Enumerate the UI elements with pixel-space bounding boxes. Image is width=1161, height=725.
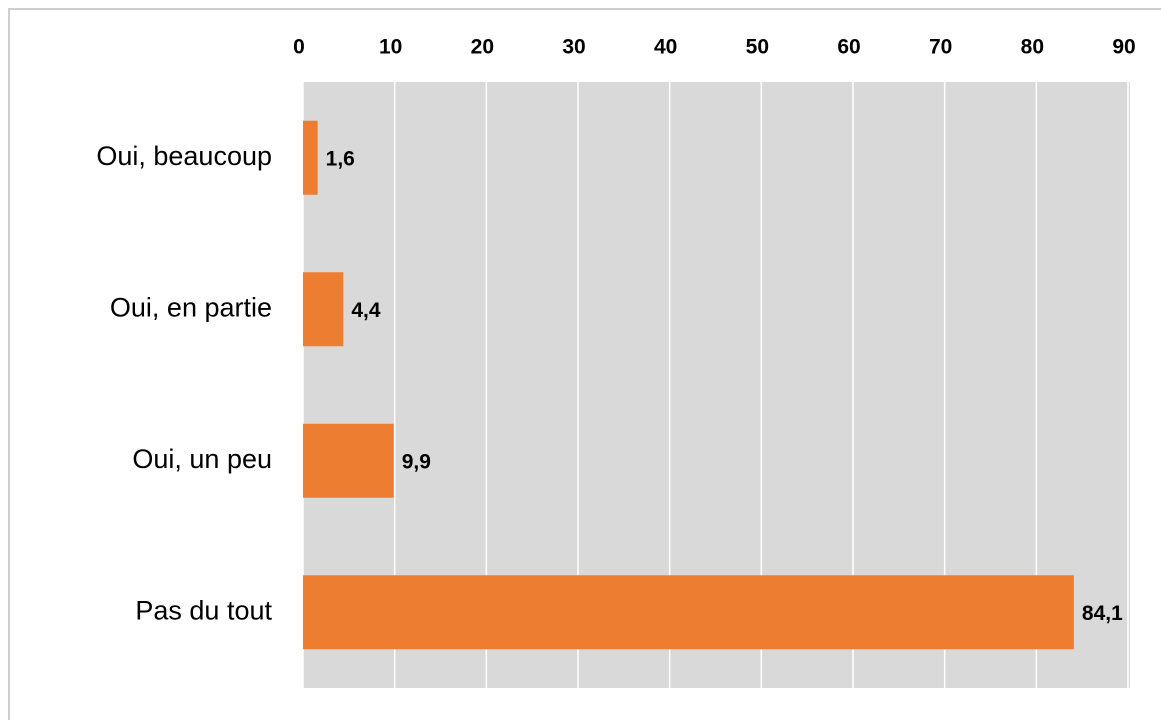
x-tick-label: 30 <box>562 36 585 59</box>
data-label: 9,9 <box>402 450 431 473</box>
x-tick-label: 20 <box>471 36 494 59</box>
x-tick-label: 60 <box>837 36 860 59</box>
data-label: 1,6 <box>326 147 355 170</box>
y-tick-label: Oui, en partie <box>110 292 272 322</box>
bar <box>303 120 318 195</box>
x-tick-label: 70 <box>929 36 952 59</box>
x-tick-label: 40 <box>654 36 677 59</box>
x-tick-label: 80 <box>1021 36 1044 59</box>
y-tick-label: Oui, beaucoup <box>96 141 272 171</box>
bar <box>303 575 1074 650</box>
x-tick-label: 0 <box>293 36 305 59</box>
data-label: 4,4 <box>351 299 381 322</box>
data-label: 84,1 <box>1082 602 1123 625</box>
x-tick-label: 50 <box>746 36 769 59</box>
y-tick-label: Pas du tout <box>135 595 272 625</box>
x-tick-label: 90 <box>1112 36 1135 59</box>
x-tick-label: 10 <box>379 36 402 59</box>
bar <box>303 423 394 498</box>
y-tick-label: Oui, un peu <box>132 444 272 474</box>
bar <box>303 272 344 347</box>
